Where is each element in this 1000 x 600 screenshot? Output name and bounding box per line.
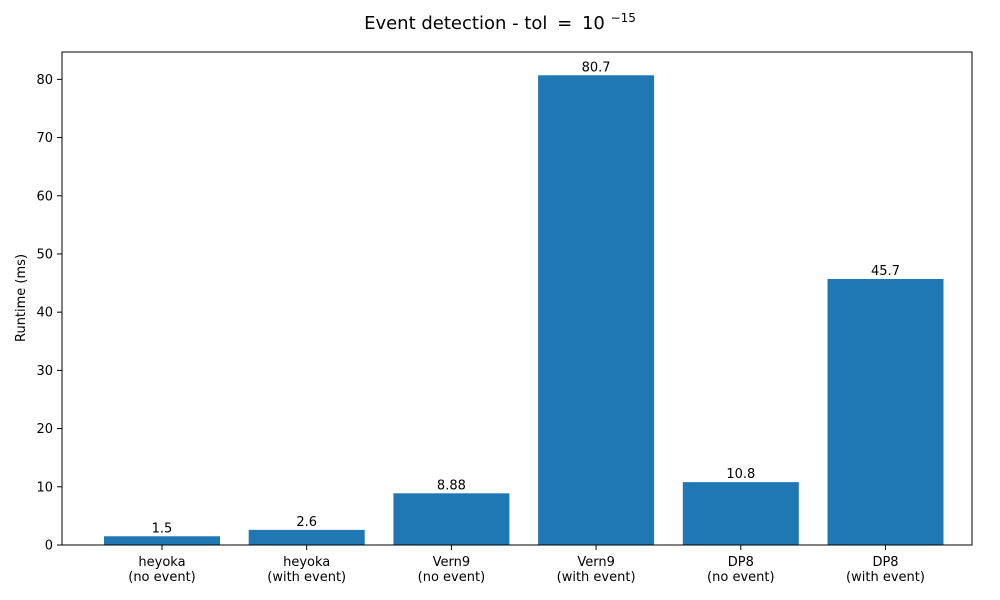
y-tick-label: 10 — [36, 480, 53, 495]
x-tick-label-line: heyoka — [138, 555, 185, 570]
x-tick-label-line: Vern9 — [433, 555, 471, 570]
x-tick-label-line: (no event) — [707, 570, 775, 585]
bar-value-label: 45.7 — [871, 264, 900, 279]
x-tick-label: heyoka (with event) — [267, 555, 346, 585]
bar — [538, 75, 655, 545]
x-tick-label-line: Vern9 — [577, 555, 615, 570]
chart-title-exponent: −15 — [611, 11, 636, 25]
x-tick-label-line: DP8 — [728, 555, 754, 570]
y-tick-label: 40 — [36, 306, 53, 321]
bar-value-label: 2.6 — [296, 515, 317, 530]
plot-area: 1.5 2.6 8.88 80.7 10.8 45.7 0 10 20 30 40 50 60 70 80 h… — [36, 51, 973, 585]
y-tick-label: 50 — [36, 247, 53, 262]
chart-title-operator: = — [557, 13, 572, 34]
x-tick-label-line: (no event) — [418, 570, 486, 585]
y-tick-label: 0 — [45, 539, 53, 554]
bar — [104, 536, 220, 545]
bar-value-label: 80.7 — [582, 60, 611, 75]
x-tick-label: Vern9 (no event) — [418, 555, 486, 585]
bar — [682, 482, 799, 545]
bar — [248, 529, 365, 545]
chart-title: Event detection - tol = 10 −15 — [364, 11, 636, 34]
x-tick-label: heyoka (no event) — [128, 555, 196, 585]
bar-value-label: 8.88 — [437, 478, 466, 493]
y-tick-label: 60 — [36, 189, 53, 204]
bar-value-label: 10.8 — [726, 467, 755, 482]
bar — [827, 279, 944, 545]
x-tick-label: Vern9 (with event) — [557, 555, 636, 585]
bar-value-label: 1.5 — [152, 521, 173, 536]
x-tick-label-line: (with event) — [267, 570, 346, 585]
x-tick-label-line: (with event) — [846, 570, 925, 585]
x-tick-label-line: (with event) — [557, 570, 636, 585]
x-tick-label-line: DP8 — [872, 555, 898, 570]
y-tick-label: 80 — [36, 73, 53, 88]
plot-frame — [61, 51, 973, 546]
y-axis-label: Runtime (ms) — [14, 254, 29, 342]
x-tick-label-line: (no event) — [128, 570, 196, 585]
y-tick-label: 70 — [36, 131, 53, 146]
chart-title-base: 10 — [582, 13, 605, 34]
bar — [393, 493, 510, 545]
y-tick-label: 20 — [36, 422, 53, 437]
x-tick-label: DP8 (no event) — [707, 555, 775, 585]
y-tick-label: 30 — [36, 364, 53, 379]
x-tick-label-line: heyoka — [283, 555, 330, 570]
x-tick-label: DP8 (with event) — [846, 555, 925, 585]
chart-title-text: Event detection - tol — [364, 13, 547, 34]
